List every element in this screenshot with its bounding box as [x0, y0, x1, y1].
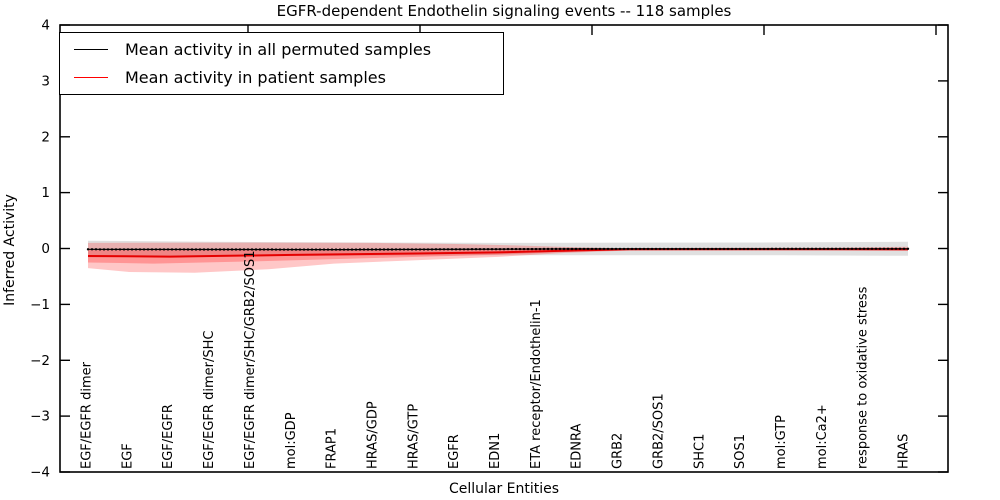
- y-tick-label: 0: [41, 241, 50, 257]
- entity-label: HRAS: [897, 434, 912, 469]
- entity-label: EDN1: [488, 433, 503, 469]
- legend-item-patient: Mean activity in patient samples: [60, 64, 503, 92]
- black-line-swatch-icon: [74, 48, 108, 50]
- legend-label: Mean activity in all permuted samples: [125, 39, 432, 59]
- entity-label: mol:GDP: [284, 412, 299, 469]
- y-tick-label: 4: [41, 18, 50, 34]
- x-axis-label: Cellular Entities: [448, 481, 560, 497]
- entity-label: mol:GTP: [774, 415, 789, 469]
- permuted-mean-dot-markers: [86, 247, 910, 251]
- entity-label: EGF: [120, 443, 135, 469]
- patient-samples-range-inner-band: [88, 248, 908, 264]
- legend: Mean activity in all permuted samples Me…: [59, 32, 504, 95]
- entity-label: EGF/EGFR: [161, 404, 176, 469]
- entity-label: EGF/EGFR dimer: [80, 361, 95, 469]
- entity-label: GRB2: [611, 433, 626, 469]
- entity-label: SHC1: [692, 434, 707, 469]
- y-tick-label: −3: [30, 409, 50, 425]
- entity-label: HRAS/GTP: [406, 404, 421, 469]
- y-tick-label: 1: [41, 185, 50, 201]
- entity-label: EGFR: [447, 434, 462, 469]
- entity-label: GRB2/SOS1: [651, 393, 666, 469]
- entity-label: SOS1: [733, 434, 748, 469]
- y-tick-label: 2: [41, 129, 50, 145]
- entity-label: FRAP1: [325, 428, 340, 469]
- chart-title: EGFR-dependent Endothelin signaling even…: [276, 2, 732, 20]
- red-line-swatch-icon: [74, 77, 108, 79]
- y-tick-label: −4: [30, 465, 50, 481]
- entity-label: HRAS/GDP: [365, 401, 380, 469]
- y-tick-label: −1: [30, 297, 50, 313]
- entity-label: EGF/EGFR dimer/SHC: [202, 331, 217, 469]
- entity-label: mol:Ca2+: [815, 404, 830, 469]
- entity-label: EGF/EGFR dimer/SHC/GRB2/SOS1: [243, 251, 258, 470]
- entity-label: response to oxidative stress: [856, 286, 871, 469]
- y-tick-label: 3: [41, 73, 50, 89]
- legend-label: Mean activity in patient samples: [125, 68, 386, 88]
- y-tick-label: −2: [30, 353, 50, 369]
- entity-label: ETA receptor/Endothelin-1: [529, 299, 544, 469]
- entity-label: EDNRA: [570, 424, 585, 469]
- y-axis-label: Inferred Activity: [2, 194, 18, 306]
- legend-item-permuted: Mean activity in all permuted samples: [60, 35, 503, 63]
